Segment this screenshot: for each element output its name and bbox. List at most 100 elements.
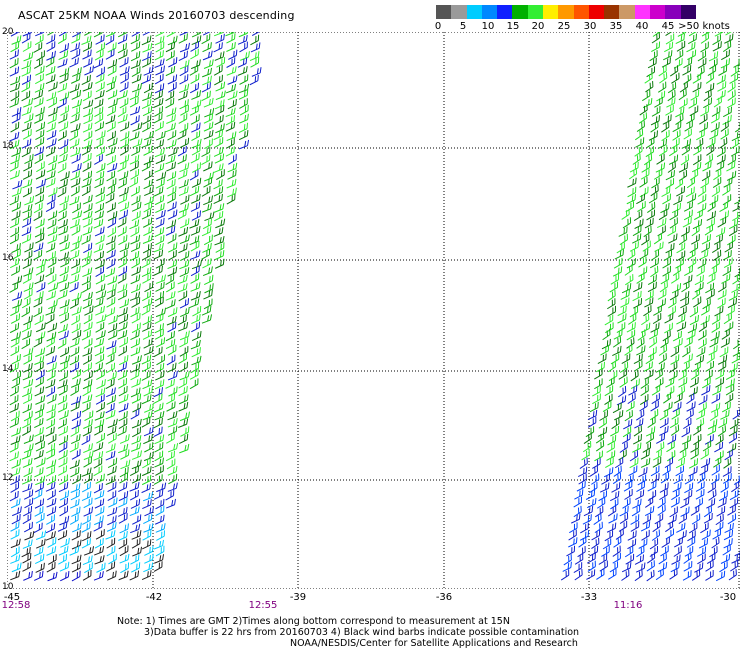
wind-barb — [214, 51, 225, 61]
wind-barb — [96, 130, 106, 141]
wind-barb — [702, 440, 712, 452]
wind-barb — [45, 56, 55, 68]
wind-barb — [21, 474, 32, 485]
wind-barb — [192, 305, 202, 317]
wind-barb — [69, 442, 79, 453]
wind-barb — [698, 394, 708, 406]
wind-barb — [34, 194, 44, 205]
wind-barb — [179, 137, 190, 149]
wind-barb — [23, 289, 33, 300]
wind-barb — [58, 497, 69, 509]
wind-barb — [646, 569, 655, 582]
wind-barb — [105, 114, 116, 125]
wind-barb — [180, 105, 189, 116]
wind-barb — [574, 489, 584, 500]
legend-label: 45 — [661, 21, 675, 32]
wind-barb — [640, 168, 650, 180]
wind-barb — [592, 393, 601, 405]
wind-barb — [638, 112, 648, 124]
wind-barb — [678, 377, 688, 388]
wind-barb — [35, 129, 45, 140]
wind-barb — [717, 81, 727, 92]
wind-barb — [130, 387, 141, 398]
wind-barb — [201, 203, 213, 213]
wind-barb — [46, 459, 57, 469]
wind-barb — [238, 83, 250, 94]
wind-barb — [734, 194, 740, 205]
wind-barb — [190, 273, 200, 284]
wind-barb — [239, 113, 249, 124]
wind-barb — [726, 305, 735, 316]
wind-barb — [215, 33, 225, 44]
wind-barb — [180, 307, 190, 318]
wind-barb — [706, 498, 716, 509]
wind-barb — [165, 489, 175, 501]
wind-barb — [202, 218, 212, 230]
wind-barb — [684, 473, 694, 485]
lat-label: 10 — [2, 582, 14, 592]
wind-barb — [214, 74, 223, 86]
wind-barb — [201, 90, 211, 101]
wind-barb — [34, 82, 45, 93]
wind-barb — [658, 553, 667, 565]
wind-barb — [650, 184, 659, 197]
wind-barb — [682, 346, 691, 358]
wind-barb — [82, 362, 93, 373]
wind-barb — [215, 123, 225, 134]
wind-barb — [202, 42, 212, 53]
wind-barb — [9, 417, 20, 428]
wind-barb — [672, 121, 682, 133]
wind-barb — [696, 417, 705, 430]
wind-barb — [203, 129, 214, 140]
wind-barb — [10, 305, 20, 317]
wind-barb — [45, 201, 55, 212]
wind-barb — [10, 154, 21, 165]
wind-barb — [710, 112, 720, 124]
wind-barb — [179, 267, 190, 277]
wind-barb — [71, 89, 82, 100]
wind-barb — [82, 210, 93, 221]
wind-barb — [71, 530, 81, 541]
wind-barb — [10, 529, 20, 540]
wind-barb — [24, 113, 34, 124]
wind-barb — [703, 505, 713, 518]
wind-barb — [166, 161, 176, 172]
wind-barb — [58, 370, 69, 382]
wind-barb — [687, 323, 698, 334]
wind-barb — [143, 82, 153, 94]
wind-barb — [721, 328, 730, 340]
wind-barb — [131, 322, 141, 334]
wind-barb — [636, 193, 646, 205]
wind-barb — [35, 369, 45, 381]
wind-barb — [719, 210, 730, 221]
wind-barb — [689, 314, 699, 326]
wind-barb — [95, 193, 106, 204]
wind-barb — [118, 410, 128, 422]
wind-barb — [697, 185, 707, 197]
wind-barb — [676, 40, 686, 52]
wind-barb — [154, 121, 164, 132]
wind-barb — [95, 283, 106, 294]
wind-barb — [659, 489, 668, 501]
wind-barb — [732, 408, 740, 420]
wind-barb — [94, 418, 105, 429]
pass-time: 11:16 — [613, 600, 643, 611]
wind-barb — [634, 360, 643, 372]
wind-barb — [153, 402, 164, 413]
wind-barb — [672, 401, 682, 413]
wind-barb — [716, 74, 726, 85]
wind-barb — [129, 251, 140, 262]
wind-barb — [602, 401, 612, 413]
wind-barb — [155, 41, 165, 53]
wind-barb — [606, 442, 615, 453]
wind-barb — [732, 201, 740, 212]
wind-barb — [685, 186, 695, 198]
wind-barb — [166, 498, 176, 509]
wind-barb — [730, 65, 739, 77]
wind-barb — [723, 257, 733, 269]
wind-barb — [69, 218, 80, 229]
wind-barb — [705, 560, 714, 572]
wind-barb — [82, 122, 93, 133]
wind-barb — [634, 554, 644, 565]
wind-barb — [117, 42, 127, 54]
